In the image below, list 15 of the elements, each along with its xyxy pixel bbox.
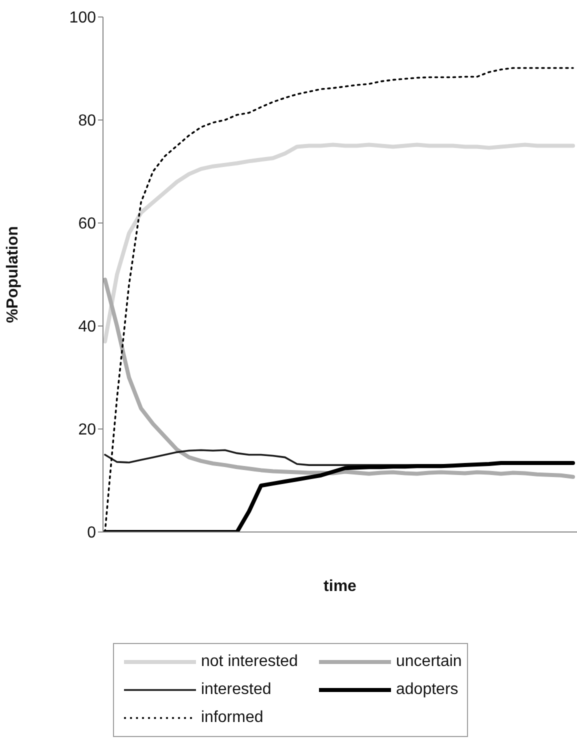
legend-label: informed [201, 709, 264, 727]
line-series [103, 278, 575, 479]
x-axis-title: time [324, 578, 357, 595]
y-tick-label: 0 [87, 524, 96, 542]
y-tick-label: 100 [69, 10, 96, 27]
y-tick-label: 80 [78, 112, 96, 130]
legend-label: uncertain [396, 653, 462, 671]
y-tick-label: 20 [78, 422, 96, 439]
legend-label: interested [201, 681, 272, 699]
line-series [103, 142, 575, 344]
legend-label: not interested [201, 653, 298, 671]
y-axis-title: %Population [4, 226, 22, 323]
legend-label: adopters [396, 681, 458, 699]
y-tick-label: 40 [78, 318, 96, 336]
y-tick-label: 60 [78, 216, 96, 233]
